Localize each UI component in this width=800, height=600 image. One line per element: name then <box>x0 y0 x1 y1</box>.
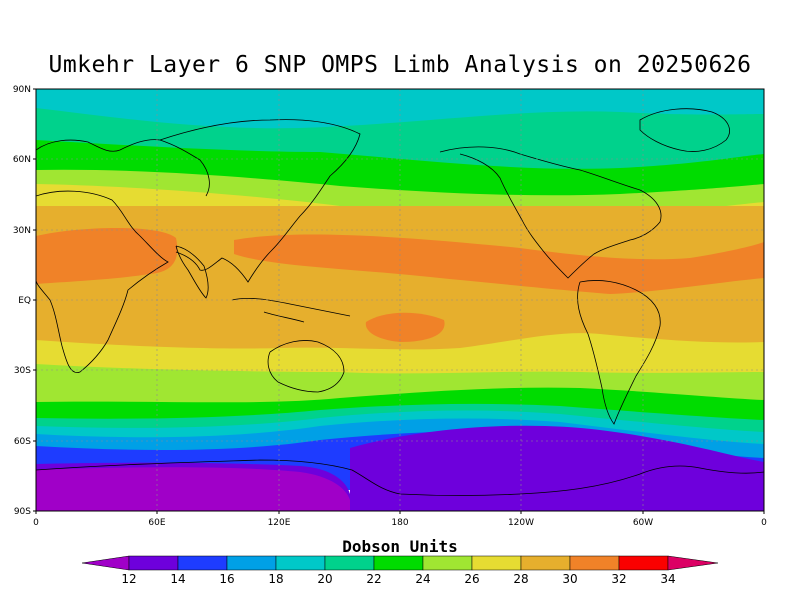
lat-label-90s: 90S <box>14 507 31 517</box>
colorbar-box <box>324 555 375 571</box>
colorbar-box <box>422 555 473 571</box>
colorbar-level-label: 18 <box>268 572 283 586</box>
coast-europe <box>36 139 210 197</box>
colorbar-box <box>373 555 424 571</box>
coast-australia <box>267 340 345 393</box>
lon-label-120e: 120E <box>268 518 291 528</box>
colorbar-box <box>520 555 571 571</box>
coast-antarctica <box>36 459 764 496</box>
max-pacific-south <box>365 312 445 342</box>
coast-asia <box>159 119 361 283</box>
coast-africa <box>36 190 169 373</box>
colorbar-level-label: 14 <box>170 572 185 586</box>
graticule <box>36 89 764 511</box>
lat-label-30n: 30N <box>13 226 31 236</box>
lat-label-60n: 60N <box>13 155 31 165</box>
lon-label-0-left: 0 <box>33 518 39 528</box>
band-14-16-antarctic-east <box>350 425 764 511</box>
coast-greenland <box>639 108 730 152</box>
colorbar-box <box>275 555 326 571</box>
lon-label-120w: 120W <box>508 518 534 528</box>
colorbar-end-low <box>81 555 130 571</box>
coast-india <box>175 245 209 299</box>
colorbar-level-label: 28 <box>513 572 528 586</box>
colorbar-box <box>471 555 522 571</box>
chart-title: Umkehr Layer 6 SNP OMPS Limb Analysis on… <box>48 52 752 78</box>
colorbar-level-label: 22 <box>366 572 381 586</box>
max-north-africa <box>36 228 178 284</box>
lon-label-60e: 60E <box>148 518 165 528</box>
colorbar-labels: 12 14 16 18 20 22 24 26 28 30 32 34 <box>121 572 675 586</box>
lat-label-60s: 60S <box>14 437 31 447</box>
band-12-14-south <box>36 467 350 511</box>
colorbar-box <box>226 555 277 571</box>
colorbar-box <box>618 555 669 571</box>
colorbar-level-label: 30 <box>562 572 577 586</box>
coast-indonesia <box>231 297 351 323</box>
coastlines <box>36 108 764 496</box>
field-bands <box>36 89 764 511</box>
legend-title: Dobson Units <box>342 537 458 556</box>
tick-marks <box>33 88 765 514</box>
colorbar-box <box>177 555 228 571</box>
lat-label-30s: 30S <box>14 366 31 376</box>
max-pacific-north <box>234 234 764 294</box>
colorbar-level-label: 34 <box>660 572 675 586</box>
lon-label-60w: 60W <box>633 518 653 528</box>
colorbar-level-label: 12 <box>121 572 136 586</box>
colorbar-level-label: 16 <box>219 572 234 586</box>
coast-south-america <box>577 280 661 425</box>
colorbar-end-high <box>667 555 719 571</box>
colorbar-level-label: 24 <box>415 572 430 586</box>
lon-label-0-right: 0 <box>761 518 767 528</box>
lat-label-eq: EQ <box>18 296 31 306</box>
colorbar-box <box>569 555 620 571</box>
colorbar-level-label: 20 <box>317 572 332 586</box>
colorbar-level-label: 32 <box>611 572 626 586</box>
colorbar-boxes <box>81 555 719 571</box>
lat-label-90n: 90N <box>13 85 31 95</box>
colorbar-level-label: 26 <box>464 572 479 586</box>
coast-north-america <box>439 146 662 279</box>
lon-label-180: 180 <box>391 518 408 528</box>
colorbar-box <box>128 555 179 571</box>
